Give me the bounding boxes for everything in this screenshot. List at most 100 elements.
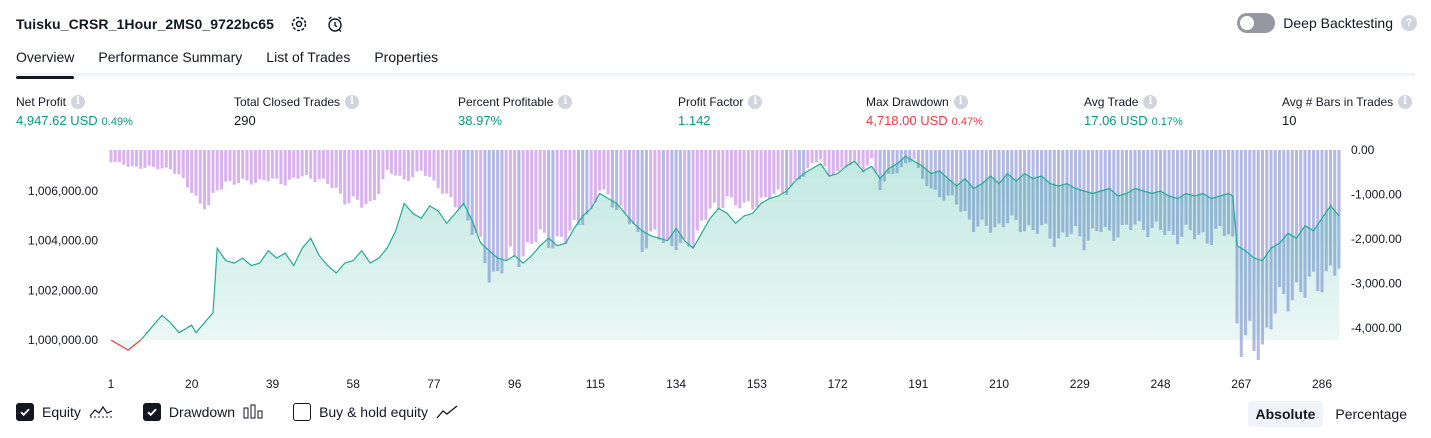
drawdown-bar [321, 150, 325, 179]
drawdown-bar [623, 150, 627, 214]
drawdown-bar [343, 150, 347, 205]
info-icon[interactable]: i [748, 94, 763, 109]
drawdown-bar [598, 150, 602, 191]
info-icon[interactable]: i [1143, 94, 1158, 109]
mode-absolute[interactable]: Absolute [1247, 401, 1324, 427]
help-icon[interactable]: ? [1401, 15, 1417, 31]
drawdown-bar [266, 150, 270, 182]
strategy-header: Tuisku_CRSR_1Hour_2MS0_9722bc65 [16, 12, 346, 36]
legend-equity[interactable]: Equity [16, 403, 113, 421]
drawdown-bar [190, 150, 194, 194]
drawdown-bar [1163, 150, 1167, 236]
drawdown-bar [840, 150, 844, 168]
drawdown-bar [610, 150, 614, 208]
info-icon[interactable]: i [71, 94, 86, 109]
metric-value: 38.97% [458, 113, 503, 128]
metric-value: 10 [1282, 113, 1297, 128]
drawdown-bar [1154, 150, 1158, 222]
tab-list-of-trades[interactable]: List of Trades [266, 49, 351, 65]
drawdown-bar [1150, 150, 1154, 229]
drawdown-bar [139, 150, 143, 169]
drawdown-bar [423, 150, 427, 176]
drawdown-bar [555, 150, 559, 237]
drawdown-bar [721, 150, 725, 208]
info-icon[interactable]: i [1398, 94, 1413, 109]
drawdown-bar [1290, 150, 1294, 301]
x-axis-tick: 96 [508, 377, 522, 391]
legend-buy-hold[interactable]: Buy & hold equity [293, 403, 458, 421]
buy-hold-checkbox[interactable] [293, 403, 312, 421]
drawdown-bar [1299, 150, 1303, 293]
settings-icon[interactable] [288, 13, 310, 35]
drawdown-bar [432, 150, 436, 181]
info-icon[interactable]: i [345, 94, 360, 109]
drawdown-bar [1269, 150, 1273, 330]
drawdown-bar [122, 150, 126, 165]
info-icon[interactable]: i [558, 94, 573, 109]
right-axis: 0.00 -1,000.00 -2,000.00 -3,000.00 -4,000.00 [1351, 143, 1402, 335]
drawdown-bar [236, 150, 240, 183]
drawdown-bar [1235, 150, 1239, 324]
right-axis-tick: -1,000.00 [1351, 188, 1402, 202]
drawdown-bar [738, 150, 742, 209]
drawdown-bar [1277, 150, 1282, 288]
drawdown-bar [355, 150, 359, 200]
drawdown-bar [428, 150, 432, 177]
drawdown-bar [1133, 150, 1137, 225]
drawdown-bar [504, 150, 508, 260]
metric-label: Percent Profitable [458, 94, 554, 109]
drawdown-bar [300, 150, 304, 177]
drawdown-bar [691, 150, 695, 248]
info-icon[interactable]: i [953, 94, 968, 109]
drawdown-bar [394, 150, 398, 176]
drawdown-bar [844, 150, 848, 167]
legend-drawdown[interactable]: Drawdown [142, 403, 263, 421]
tab-performance-summary[interactable]: Performance Summary [98, 49, 243, 65]
drawdown-checkbox[interactable] [142, 403, 161, 421]
drawdown-bar [1324, 150, 1328, 272]
drawdown-bar [483, 150, 487, 264]
drawdown-bar [950, 150, 954, 196]
drawdown-bar [1201, 150, 1205, 233]
drawdown-bar [283, 150, 287, 186]
alert-clock-icon[interactable] [324, 13, 346, 35]
drawdown-bar [1188, 150, 1192, 231]
equity-series [110, 155, 1340, 351]
metric-avg-bars: Avg # Bars in Trades i 10 [1282, 93, 1413, 128]
drawdown-bar [627, 150, 631, 225]
drawdown-bar [1231, 150, 1235, 237]
tab-overview[interactable]: Overview [16, 46, 75, 79]
drawdown-bar [1137, 150, 1141, 221]
deep-backtesting-toggle[interactable] [1237, 13, 1276, 33]
drawdown-bar [245, 150, 249, 181]
equity-checkbox[interactable] [16, 403, 34, 421]
metric-percent-profitable: Percent Profitable i 38.97% [458, 93, 573, 128]
drawdown-bar [292, 150, 296, 178]
buy-hold-line-icon [436, 404, 458, 420]
drawdown-bar [168, 150, 173, 170]
drawdown-bar [802, 150, 806, 177]
drawdown-bar [287, 150, 291, 180]
left-axis-tick: 1,004,000.00 [28, 234, 98, 248]
drawdown-bar [262, 150, 266, 181]
x-axis-tick: 153 [747, 377, 767, 391]
drawdown-bar [1218, 150, 1222, 227]
equity-drawdown-chart[interactable]: 1,006,000.00 1,004,000.00 1,002,000.00 1,00… [0, 138, 1431, 393]
drawdown-bar [487, 150, 491, 283]
drawdown-bar [666, 150, 670, 241]
drawdown-bar [173, 150, 177, 174]
left-axis-tick: 1,006,000.00 [28, 184, 98, 198]
drawdown-bar [258, 150, 262, 180]
drawdown-bar [657, 150, 661, 240]
mode-percentage[interactable]: Percentage [1335, 406, 1407, 422]
drawdown-bar [517, 150, 521, 268]
drawdown-bar [440, 150, 444, 194]
drawdown-bar [708, 150, 712, 209]
tab-properties[interactable]: Properties [374, 49, 439, 65]
drawdown-bar [436, 150, 440, 189]
drawdown-bar [899, 150, 903, 168]
drawdown-bar [878, 150, 882, 191]
drawdown-bar [649, 150, 653, 232]
drawdown-bar [1222, 150, 1226, 236]
drawdown-bar [776, 150, 780, 190]
